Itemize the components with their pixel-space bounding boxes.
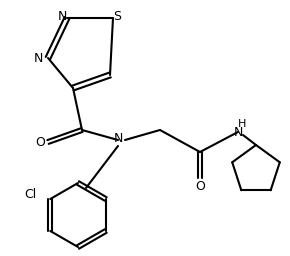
Text: H: H xyxy=(238,119,246,129)
Text: S: S xyxy=(113,9,121,23)
Text: O: O xyxy=(35,135,45,148)
Text: O: O xyxy=(195,179,205,193)
Text: N: N xyxy=(33,51,43,65)
Text: N: N xyxy=(57,9,67,23)
Text: N: N xyxy=(233,125,243,138)
Text: Cl: Cl xyxy=(24,187,37,200)
Text: N: N xyxy=(113,132,123,144)
